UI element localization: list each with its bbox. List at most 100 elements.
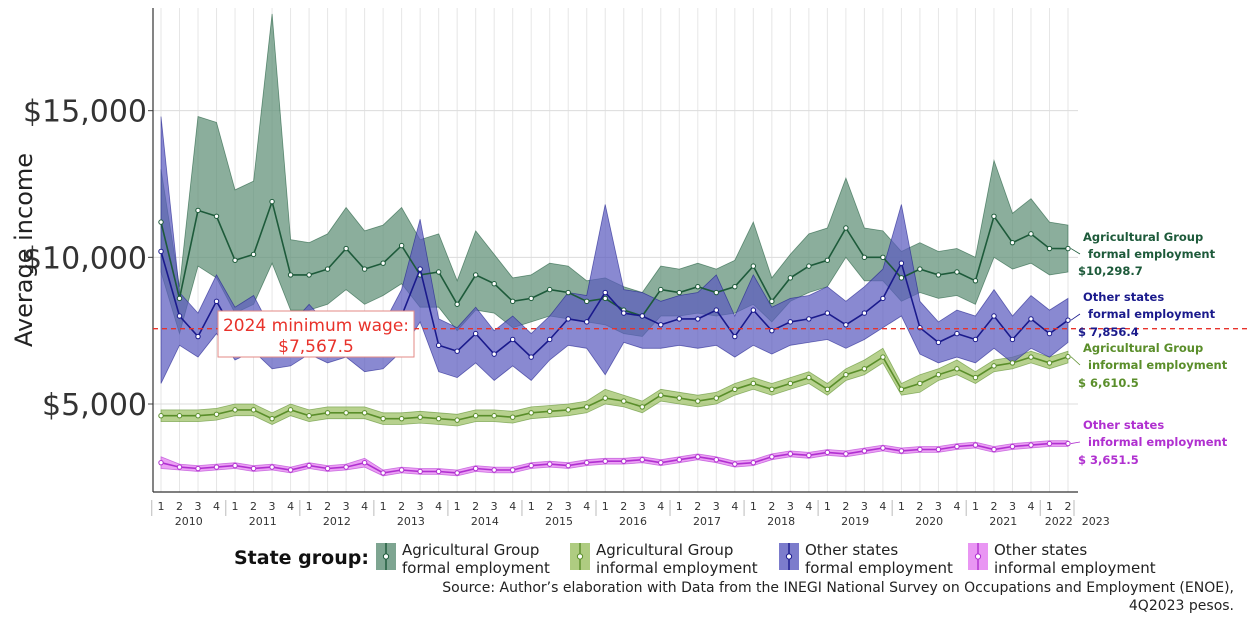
data-point [1028,231,1034,237]
data-point [361,266,368,272]
data-point [806,263,812,269]
data-point [528,462,534,469]
data-point [417,266,423,272]
data-point [232,257,238,263]
quarter-tick-label: 4 [731,500,738,513]
quarter-tick-label: 4 [583,500,590,513]
data-point [787,319,794,325]
series-band [160,13,1069,337]
quarter-tick-label: 1 [1046,500,1053,513]
data-point [250,407,257,413]
end-label-name: informal employment [1088,435,1228,449]
quarter-tick-label: 4 [435,500,442,513]
year-tick-label: 2015 [545,515,573,528]
data-point [195,333,201,340]
y-tick-label: $10,000 [23,241,147,276]
legend-label: Agricultural Group [596,541,733,559]
data-point [269,415,275,422]
data-point [1028,316,1034,322]
data-point [991,213,997,219]
data-point [695,283,701,290]
data-point [898,386,905,393]
data-point [435,415,442,422]
data-point [380,260,386,266]
data-point [787,380,794,387]
quarter-tick-label: 1 [528,500,535,513]
quarter-tick-label: 4 [879,500,886,513]
data-point [713,307,720,313]
legend-swatch-point [576,553,584,560]
quarter-tick-label: 4 [509,500,516,513]
data-point [528,295,534,302]
data-point [158,459,164,466]
data-point [806,316,812,322]
data-point [1046,360,1053,366]
year-tick-label: 2016 [619,515,647,528]
year-tick-label: 2013 [397,515,425,528]
data-point [732,386,738,393]
end-label-name: Other states [1083,290,1164,304]
data-point [750,380,757,387]
end-label-name: formal employment [1088,307,1216,321]
data-point [195,207,201,214]
series-band [160,440,1069,477]
data-point [547,408,553,415]
quarter-tick-label: 3 [713,500,720,513]
quarter-tick-label: 4 [361,500,368,513]
quarter-tick-label: 1 [306,500,313,513]
data-point [435,269,442,275]
data-point [676,289,682,296]
data-point [287,467,294,473]
data-point [306,462,312,469]
data-point [158,219,164,225]
data-point [1009,336,1016,343]
minimum-wage-label: 2024 minimum wage: [223,316,409,336]
legend-swatch-point [785,553,793,560]
source-note-line2: 4Q2023 pesos. [1128,598,1234,614]
data-point [158,413,164,419]
data-point [435,342,442,349]
data-point [176,295,183,302]
data-point [491,281,497,287]
data-point [547,286,553,293]
legend-swatch-point [974,553,982,560]
data-point [1065,440,1071,447]
data-point [491,467,497,473]
data-point [398,467,405,473]
data-point [250,465,257,472]
year-tick-label: 2022 [1045,515,1073,528]
data-point [287,407,294,413]
legend-label: informal employment [994,559,1156,577]
quarter-tick-label: 3 [787,500,794,513]
end-label-name: formal employment [1088,247,1216,261]
data-point [658,459,664,466]
quarter-tick-label: 3 [269,500,276,513]
data-point [213,464,220,470]
data-point [454,301,460,307]
data-point [713,457,720,463]
data-point [1009,239,1016,246]
data-point [269,464,275,470]
data-point [917,380,923,387]
data-point [213,213,220,219]
quarter-tick-label: 4 [213,500,220,513]
data-point [306,413,312,419]
data-point [547,461,553,467]
data-point [695,454,701,460]
data-point [861,366,868,372]
data-point [676,457,682,463]
series-line [160,442,1068,474]
data-point [750,459,757,466]
end-label-value: $10,298.7 [1078,264,1143,278]
data-point [472,465,479,472]
data-point [1009,360,1016,366]
quarter-tick-label: 2 [990,500,997,513]
quarter-tick-label: 2 [176,500,183,513]
data-point [324,465,331,472]
year-tick-label: 2019 [841,515,869,528]
data-point [343,245,349,252]
data-point [491,413,497,419]
data-point [917,446,923,453]
data-point [195,465,201,472]
